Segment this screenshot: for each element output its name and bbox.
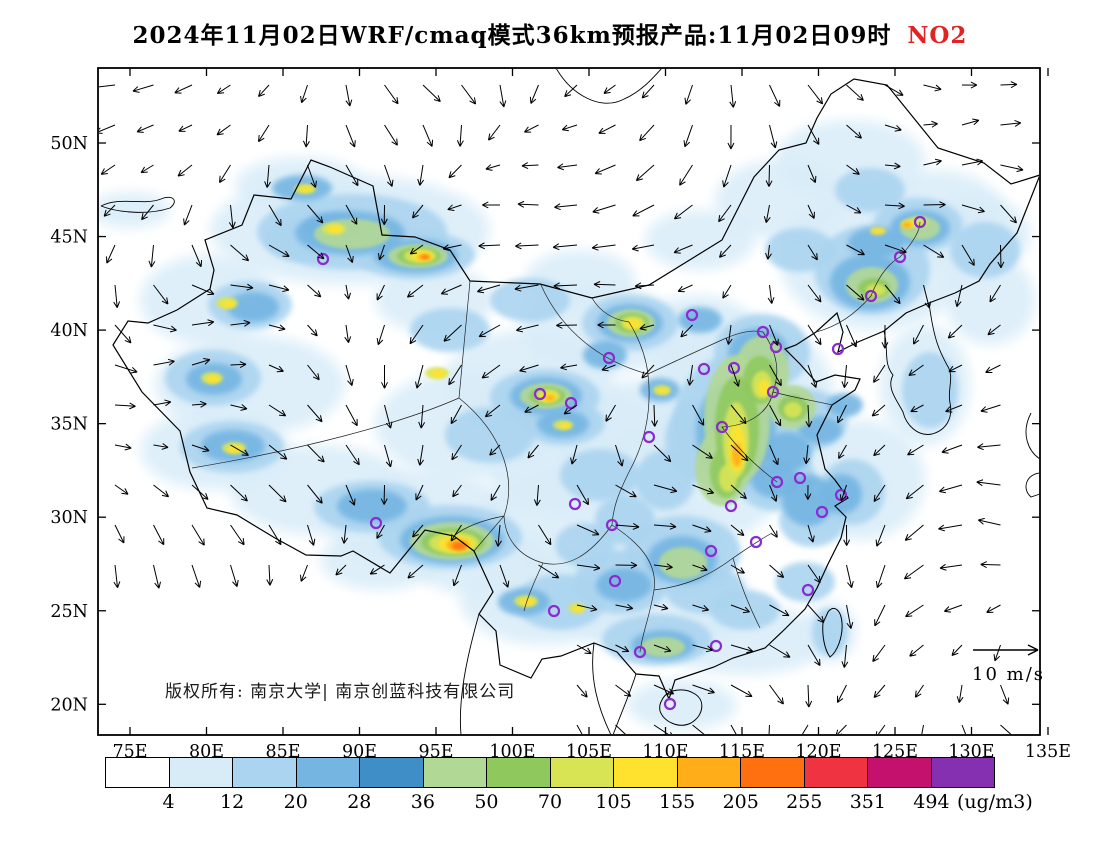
colorbar-level-label: 28 [347,791,372,813]
taiwan-island [822,608,843,658]
city-marker [801,583,815,597]
colorbar-swatch [550,758,614,787]
city-marker [913,215,927,229]
colorbar-unit-label: (ug/m3) [957,791,1033,813]
china-border [112,78,1039,701]
wind-vector-field [99,81,1024,734]
title-text: 2024年11月02日WRF/cmaq模式36km预报产品:11月02日09时 [132,22,892,49]
city-marker [369,516,383,530]
colorbar-swatches [105,757,995,788]
city-marker [568,497,582,511]
colorbar-swatch [233,758,297,787]
city-markers [316,215,927,711]
x-tick-label: 135E [1025,742,1071,762]
axis-ticks [98,68,1049,735]
colorbar-swatch [677,758,741,787]
y-tick-label: 25N [50,602,88,622]
city-marker [709,639,723,653]
colorbar-swatch [296,758,360,787]
colorbar-level-label: 20 [283,791,308,813]
colorbar-level-label: 50 [474,791,499,813]
russia-border-line [556,69,662,104]
y-tick-label: 40N [50,321,88,341]
colorbar-level-label: 205 [722,791,759,813]
y-tick-label: 20N [50,695,88,715]
copyright-text: 版权所有: 南京大学| 南京创蓝科技有限公司 [165,682,515,702]
colorbar-swatch [931,758,994,787]
colorbar-swatch [487,758,551,787]
wind-scale-reference: 10 m/s [972,644,1045,685]
colorbar-level-label: 255 [786,791,823,813]
page-title: 2024年11月02日WRF/cmaq模式36km预报产品:11月02日09时 N… [0,16,1100,50]
hainan-island [659,689,703,726]
city-marker [533,387,547,401]
city-marker [663,697,677,711]
korea-coastline [883,302,952,435]
city-marker [715,420,729,434]
city-marker [893,250,907,264]
city-marker [770,475,784,489]
city-marker [704,544,718,558]
city-marker [642,430,656,444]
no2-concentration-field [99,120,1035,730]
city-marker [756,325,770,339]
city-marker [831,342,845,356]
colorbar-level-label: 155 [658,791,696,813]
city-marker [316,252,330,266]
city-marker [608,574,622,588]
colorbar-swatch [741,758,805,787]
y-tick-label: 45N [50,228,88,248]
colorbar-level-label: 105 [595,791,632,813]
colorbar-swatch [423,758,487,787]
pollutant-label: NO2 [907,22,968,49]
colorbar-level-label: 494 [913,791,950,813]
colorbar-level-label: 4 [162,791,175,813]
city-marker [766,385,780,399]
city-marker [724,499,738,513]
city-marker [547,604,561,618]
city-marker [793,471,807,485]
colorbar-level-label: 351 [849,791,886,813]
city-marker [749,535,763,549]
colorbar-level-label: 12 [220,791,245,813]
japan-coastline [1025,412,1039,498]
colorbar-swatch [868,758,932,787]
colorbar-level-label: 70 [537,791,563,813]
wind-scale-label: 10 m/s [972,664,1045,685]
city-marker [815,505,829,519]
colorbar-swatch [614,758,678,787]
city-marker [864,289,878,303]
lake-balkhash [100,196,175,213]
vietnam-coastline [459,613,637,734]
colorbar-swatch [360,758,424,787]
y-tick-label: 35N [50,415,88,435]
colorbar-swatch [804,758,868,787]
colorbar-swatch [106,758,170,787]
city-marker [602,351,616,365]
city-marker [633,645,647,659]
plot-frame [97,67,1041,736]
y-tick-label: 50N [50,134,88,154]
wind-scale-arrow-icon [973,644,1039,656]
colorbar-level-label: 36 [410,791,435,813]
city-marker [697,362,711,376]
city-marker [685,308,699,322]
city-marker [564,396,578,410]
colorbar-swatch [169,758,233,787]
colorbar-legend: 4 12 20 28 36 50 70 105 155 205 255 351 494 (ug/m3) [105,757,1033,821]
y-tick-label: 30N [50,508,88,528]
